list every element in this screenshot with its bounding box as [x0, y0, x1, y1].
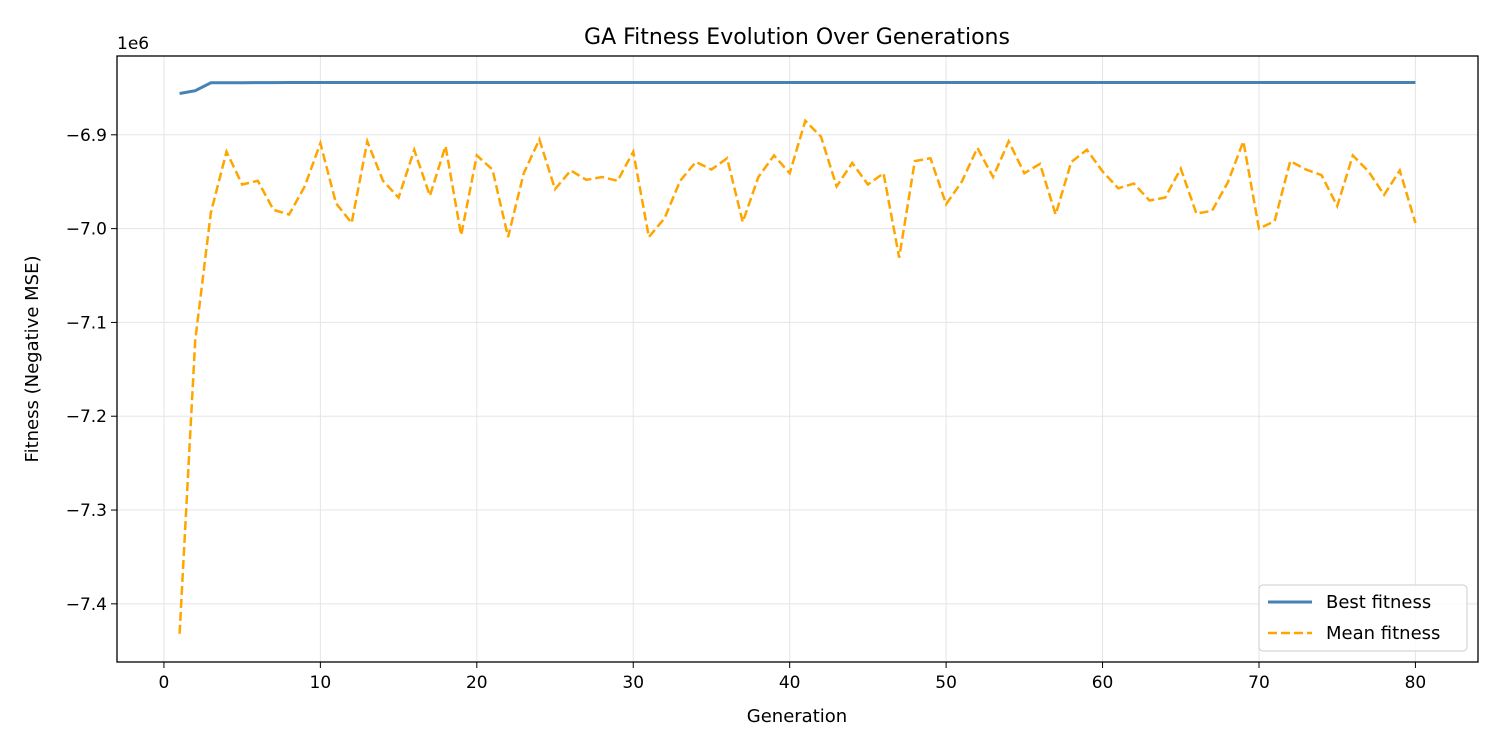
y-tick-label: −7.2: [66, 407, 107, 427]
x-tick-label: 20: [466, 673, 488, 693]
y-tick-label: −7.3: [66, 501, 107, 521]
y-axis-label: Fitness (Negative MSE): [22, 256, 43, 463]
y-tick-label: −7.4: [66, 595, 107, 615]
x-tick-label: 30: [622, 673, 644, 693]
y-tick-label: −7.1: [66, 313, 107, 333]
x-tick-label: 0: [159, 673, 170, 693]
legend: Best fitness Mean fitness: [1259, 585, 1467, 651]
x-tick-label: 10: [310, 673, 332, 693]
series-line-best-fitness: [180, 83, 1416, 94]
y-offset-label: 1e6: [117, 34, 149, 54]
x-axis-label: Generation: [747, 706, 847, 727]
x-tick-label: 50: [935, 673, 957, 693]
legend-best-label: Best fitness: [1326, 592, 1431, 613]
series-line-mean-fitness: [180, 121, 1416, 634]
legend-mean-label: Mean fitness: [1326, 623, 1440, 644]
series-lines: [180, 83, 1416, 634]
x-tick-label: 40: [779, 673, 801, 693]
x-tick-label: 80: [1405, 673, 1427, 693]
x-tick-label: 60: [1092, 673, 1114, 693]
y-tick-label: −6.9: [66, 126, 107, 146]
chart-title: GA Fitness Evolution Over Generations: [584, 25, 1010, 50]
y-tick-label: −7.0: [66, 220, 107, 240]
x-tick-label: 70: [1248, 673, 1270, 693]
